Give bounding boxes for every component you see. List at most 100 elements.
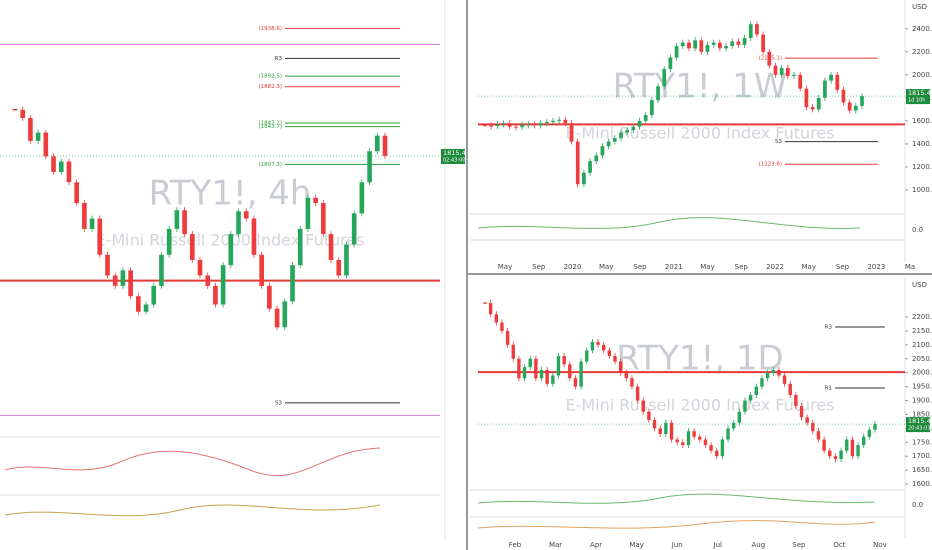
candle bbox=[624, 372, 628, 379]
candle bbox=[833, 456, 838, 460]
candle bbox=[656, 86, 660, 101]
candle bbox=[607, 350, 612, 356]
candle bbox=[35, 132, 41, 141]
candle bbox=[500, 322, 504, 331]
oscillator-line bbox=[4, 504, 381, 517]
candle bbox=[267, 285, 272, 309]
price-label: 1815.4 bbox=[443, 149, 466, 157]
level-label: (1843.7) bbox=[258, 124, 282, 130]
candle bbox=[313, 197, 318, 203]
y-tick-label: 2200.0 bbox=[912, 48, 932, 56]
y-tick-label: 1400.0 bbox=[912, 140, 932, 148]
candle bbox=[782, 375, 787, 384]
candle bbox=[538, 123, 543, 126]
candle bbox=[724, 46, 728, 49]
candle bbox=[136, 296, 141, 312]
x-tick-label: May bbox=[700, 263, 714, 271]
price-badge bbox=[906, 417, 930, 433]
candle bbox=[637, 120, 642, 127]
candle bbox=[862, 436, 866, 446]
level-label: (1807.3) bbox=[258, 162, 282, 168]
candle bbox=[630, 378, 634, 387]
candle bbox=[805, 417, 809, 423]
candle bbox=[811, 422, 815, 432]
candle bbox=[534, 358, 538, 379]
candle bbox=[556, 355, 561, 376]
candle bbox=[686, 431, 691, 446]
candle bbox=[698, 436, 702, 440]
candle bbox=[771, 369, 775, 373]
candle bbox=[856, 445, 860, 457]
x-tick-label: Sep bbox=[836, 263, 850, 271]
candle bbox=[282, 301, 288, 328]
candle bbox=[703, 439, 708, 446]
candle bbox=[528, 358, 532, 368]
candle bbox=[641, 400, 645, 412]
candle bbox=[545, 369, 549, 384]
candle bbox=[785, 67, 790, 76]
candle bbox=[274, 308, 280, 328]
candle bbox=[709, 445, 713, 451]
candle bbox=[520, 124, 524, 128]
candle bbox=[668, 57, 673, 70]
watermark-subtitle: E-Mini Russell 2000 Index Futures bbox=[565, 396, 834, 415]
candle bbox=[112, 275, 118, 286]
countdown: 02:43:00 bbox=[443, 157, 465, 163]
candle bbox=[189, 234, 195, 260]
candle bbox=[810, 107, 815, 110]
candle bbox=[816, 431, 821, 440]
candle bbox=[730, 41, 735, 47]
x-tick-label: Jun bbox=[671, 541, 683, 549]
candle bbox=[321, 203, 326, 235]
candle bbox=[643, 115, 648, 121]
candle bbox=[692, 431, 696, 437]
candle bbox=[777, 369, 781, 376]
candle bbox=[501, 123, 506, 125]
candle bbox=[514, 126, 518, 128]
candle bbox=[573, 378, 578, 387]
price-label: 1815.4 bbox=[908, 89, 931, 97]
x-tick-label: 2021 bbox=[665, 263, 683, 271]
candle bbox=[839, 450, 843, 460]
candle bbox=[743, 400, 747, 412]
candle bbox=[816, 97, 821, 110]
candle bbox=[765, 372, 770, 379]
candle bbox=[860, 96, 864, 106]
y-tick-label: 1900.0 bbox=[912, 397, 932, 405]
candle bbox=[66, 161, 72, 183]
candle bbox=[675, 439, 679, 443]
candle bbox=[612, 138, 617, 142]
candle bbox=[635, 386, 640, 401]
candle bbox=[590, 342, 595, 351]
candle bbox=[367, 151, 372, 183]
candle bbox=[159, 254, 164, 286]
candle bbox=[804, 88, 809, 108]
y-tick-label: 2050.0 bbox=[912, 355, 932, 363]
level-label: R3 bbox=[825, 325, 833, 331]
x-tick-label: Sep bbox=[792, 541, 806, 549]
candle bbox=[693, 40, 697, 49]
countdown: 20:43:03 bbox=[908, 426, 930, 432]
candle bbox=[799, 406, 804, 418]
x-tick-label: Sep bbox=[633, 263, 647, 271]
candle bbox=[526, 124, 531, 126]
candle bbox=[613, 355, 617, 362]
candle bbox=[794, 394, 798, 407]
y-tick-label: 1600.0 bbox=[912, 480, 932, 488]
candle bbox=[674, 46, 679, 58]
candle bbox=[105, 254, 110, 276]
candle bbox=[732, 422, 736, 429]
candle bbox=[625, 130, 630, 133]
y-tick-label: 2000.0 bbox=[912, 369, 932, 377]
currency: USD bbox=[912, 3, 927, 11]
y-tick-label: 2200.0 bbox=[912, 313, 932, 321]
candle bbox=[351, 213, 357, 245]
y-tick-label: 1700.0 bbox=[912, 452, 932, 460]
candle bbox=[867, 429, 872, 437]
candle bbox=[742, 37, 747, 45]
watermark-subtitle: E-Mini Russell 2000 Index Futures bbox=[565, 124, 834, 143]
candle bbox=[228, 234, 234, 266]
candle bbox=[669, 422, 674, 440]
candle bbox=[835, 74, 840, 90]
